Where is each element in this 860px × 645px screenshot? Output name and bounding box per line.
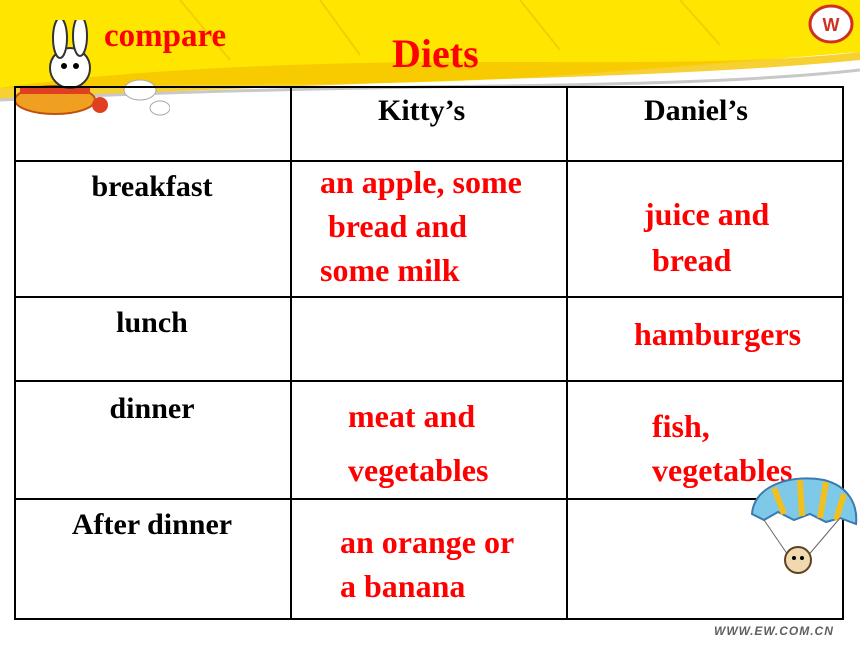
daniel-breakfast-line-1: juice and xyxy=(644,196,770,232)
daniel-lunch: hamburgers xyxy=(634,316,802,352)
svg-text:W: W xyxy=(823,15,840,35)
page-title: Diets xyxy=(392,31,479,76)
parachute-mascot-icon xyxy=(744,474,860,587)
diet-table: Kitty’s Daniel’s breakfast lunch dinner … xyxy=(14,86,844,620)
kitty-after-dinner-line-2: a banana xyxy=(340,568,466,604)
yellow-banner xyxy=(0,0,860,140)
ew-logo-icon: W xyxy=(808,4,854,49)
kitty-after-dinner-line-1: an orange or xyxy=(340,524,515,560)
kitty-breakfast-line-2: bread and xyxy=(320,208,468,244)
header-daniel: Daniel’s xyxy=(644,94,748,127)
kitty-breakfast-line-3: some milk xyxy=(320,252,460,288)
compare-badge: compare xyxy=(104,18,227,54)
daniel-dinner-line-2: vegetables xyxy=(652,452,793,488)
kitty-dinner-line-1: meat and xyxy=(348,398,476,434)
rabbit-airplane-icon xyxy=(10,15,171,135)
site-watermark: WWW.EW.COM.CN xyxy=(714,624,834,638)
header-kitty: Kitty’s xyxy=(378,94,466,127)
row-label-breakfast: breakfast xyxy=(91,170,213,203)
daniel-dinner-line-1: fish, xyxy=(652,408,710,444)
row-label-dinner: dinner xyxy=(109,392,195,425)
kitty-breakfast-line-1: an apple, some xyxy=(320,164,522,200)
row-label-after-dinner: After dinner xyxy=(71,508,233,541)
daniel-breakfast-line-2: bread xyxy=(644,242,732,278)
kitty-dinner-line-2: vegetables xyxy=(348,452,489,488)
row-label-lunch: lunch xyxy=(116,306,188,339)
